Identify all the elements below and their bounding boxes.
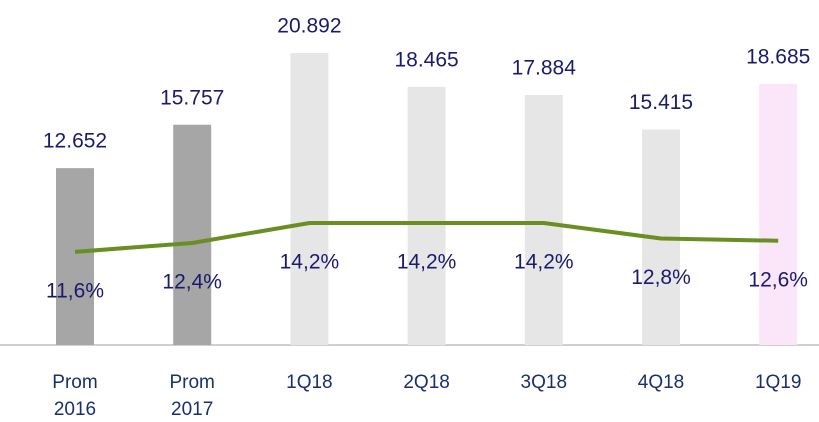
bar-value-label: 18.465 <box>394 48 458 71</box>
bar-value-label: 15.757 <box>160 86 224 109</box>
line-value-label: 14,2% <box>280 251 340 274</box>
bar-value-label: 20.892 <box>277 15 341 38</box>
line-value-label: 14,2% <box>514 251 574 274</box>
bar <box>56 168 94 345</box>
line-value-label: 12,6% <box>748 268 808 291</box>
x-tick-label: 1Q19 <box>754 372 802 393</box>
line-value-label: 14,2% <box>397 251 457 274</box>
line-value-label: 11,6% <box>46 279 104 302</box>
x-tick-label: 1Q18 <box>286 372 333 393</box>
line-value-label: 12,4% <box>162 270 222 293</box>
bar-value-label: 17.884 <box>512 57 577 80</box>
x-tick-label: Prom 2017 <box>169 372 215 420</box>
bar-value-label: 18.685 <box>746 45 810 68</box>
x-tick-label: Prom 2016 <box>52 372 98 420</box>
bar <box>407 86 446 346</box>
bar <box>290 52 329 345</box>
x-tick-label: 2Q18 <box>403 372 450 393</box>
line-series <box>74 220 779 254</box>
bar <box>173 124 212 345</box>
bar <box>759 83 798 345</box>
x-tick-label: 4Q18 <box>637 372 685 393</box>
bar-value-label: 12.652 <box>43 130 107 153</box>
line-value-label: 12,8% <box>631 266 691 289</box>
bar-value-label: 15.415 <box>629 91 693 114</box>
x-tick-label: 3Q18 <box>520 372 568 393</box>
bar <box>524 95 563 345</box>
